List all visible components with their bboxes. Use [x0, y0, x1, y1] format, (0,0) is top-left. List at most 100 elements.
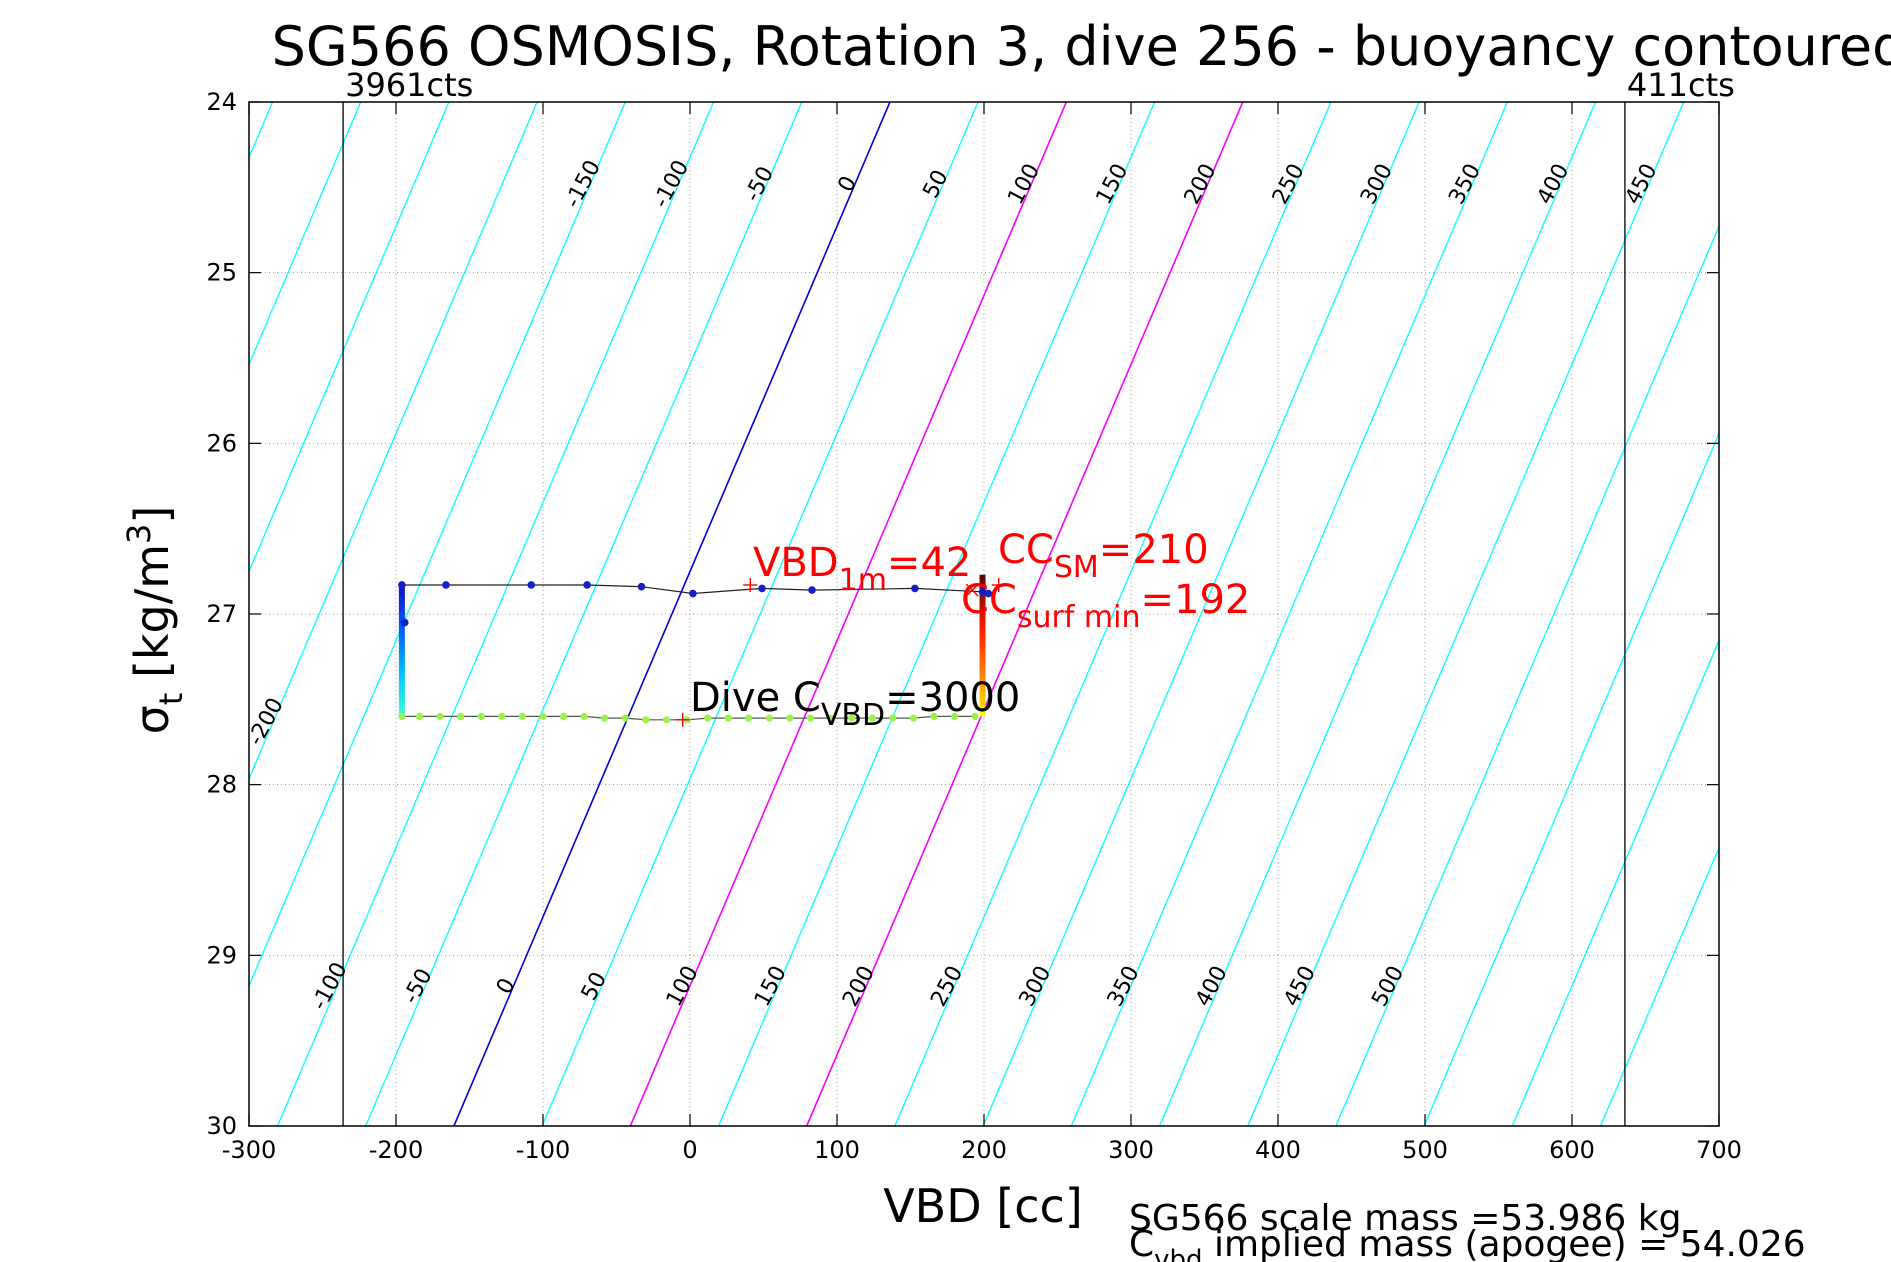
y-tick-label: 29 [206, 941, 237, 969]
x-axis-ticks: -300 -200 -100 0 100 200 300 400 500 600 700 [222, 102, 1742, 1164]
bottom-point [580, 712, 588, 721]
descent-point [637, 582, 646, 591]
bottom-point [436, 712, 444, 721]
y-axis-label-units: [kg/m [125, 544, 179, 693]
x-tick-label: 700 [1696, 1136, 1742, 1164]
bottom-point [786, 714, 794, 722]
bottom-point [498, 712, 506, 721]
dive-cvbd-sub: VBD [821, 698, 885, 733]
left-vertical-segment [398, 584, 405, 717]
descent-point [583, 581, 591, 589]
descent-point [911, 584, 919, 593]
bottom-point [971, 712, 979, 721]
bottom-point [477, 712, 485, 721]
y-axis-label-sub: t [152, 693, 190, 706]
cc-sm-value: =210 [1099, 527, 1209, 573]
bottom-point [930, 712, 938, 721]
bottom-point [724, 714, 732, 722]
x-tick-label: 500 [1402, 1136, 1448, 1164]
descent-point [984, 589, 993, 598]
contour-line [1335, 224, 1719, 1126]
cc-sm-sub: SM [1054, 550, 1099, 585]
contour-line [249, 102, 362, 367]
contour-line [1070, 102, 1508, 1126]
bottom-point [765, 714, 773, 722]
scale-mass-text: SG566 scale mass =53.986 kg [1129, 1198, 1681, 1239]
contour-line [894, 102, 1332, 1126]
dive-cvbd-main: Dive C [690, 675, 821, 721]
implied-mass-main: C [1129, 1224, 1154, 1262]
x-tick-label: -100 [516, 1136, 570, 1164]
x-tick-label: 0 [682, 1136, 697, 1164]
cc-surf-min-sub: surf min [1017, 600, 1141, 635]
contour-line [0, 102, 96, 1126]
buoyancy-contours [0, 102, 1719, 1126]
implied-mass-text: Cvbd implied mass (apogee) = 54.026 [1129, 1224, 1806, 1262]
annotations: VBD1m=42 CCSM=210 CCsurf min=192 Dive CV… [690, 527, 1250, 733]
contour-line [1599, 846, 1719, 1126]
y-axis-label-sup: 3 [120, 524, 158, 544]
y-tick-label: 24 [206, 88, 237, 116]
vbd-1m-sub: 1m [839, 563, 887, 598]
y-axis-label: σt [kg/m3] [120, 506, 190, 735]
chart-title: SG566 OSMOSIS, Rotation 3, dive 256 - bu… [272, 15, 1891, 78]
bottom-point [909, 714, 918, 722]
cc-surf-min-annotation: CCsurf min=192 [961, 577, 1250, 635]
contour-line [1423, 431, 1719, 1126]
bottom-point [415, 712, 424, 721]
vbd-1m-annotation: VBD1m=42 [753, 540, 971, 598]
y-tick-label: 25 [206, 259, 237, 287]
bottom-point [889, 714, 897, 722]
bottom-point [827, 714, 835, 722]
contour-label: -200 [243, 694, 289, 750]
bottom-point [539, 712, 547, 721]
vbd-limit-lines: 3961cts 411cts [342, 66, 1735, 1126]
descent-point [689, 589, 697, 598]
x-tick-label: 300 [1108, 1136, 1154, 1164]
contour-label: -100 [307, 959, 353, 1015]
x-tick-label: -200 [369, 1136, 423, 1164]
contour-line [249, 102, 626, 988]
contour-line-highlight [805, 102, 1244, 1126]
x-tick-label: -300 [222, 1136, 276, 1164]
bottom-point [601, 714, 609, 722]
vbd-1m-value: =42 [887, 540, 971, 586]
x-axis-label: VBD [cc] [883, 1179, 1083, 1233]
contour-line [1511, 638, 1719, 1126]
y-axis-ticks: 24 25 26 27 28 29 30 [206, 88, 1719, 1140]
vbd-limit-label: 411cts [1627, 66, 1735, 104]
contour-line [249, 102, 450, 574]
cc-sm-main: CC [998, 527, 1054, 573]
contour-line-zero [453, 102, 891, 1126]
cc-surf-min-marker [965, 583, 979, 597]
bottom-point [457, 712, 465, 721]
bottom-point [868, 714, 876, 722]
bottom-point [704, 714, 712, 722]
y-tick-label: 26 [206, 429, 237, 457]
dive-cvbd-value: =3000 [885, 675, 1020, 721]
cc-surf-min-main: CC [961, 577, 1017, 623]
bottom-point [518, 712, 527, 721]
bottom-point [642, 716, 650, 724]
contour-line [541, 102, 979, 1126]
x-tick-label: 200 [961, 1136, 1007, 1164]
bottom-point [745, 714, 753, 722]
contour-line [249, 102, 538, 781]
implied-mass-sub: vbd [1154, 1245, 1202, 1262]
bottom-point [951, 712, 959, 721]
descent-point [442, 581, 450, 589]
contour-line [1247, 102, 1685, 1126]
contour-line [1158, 102, 1597, 1126]
contour-label: -150 [560, 156, 606, 212]
cc-surf-min-value: =192 [1141, 577, 1251, 623]
dive-cvbd-annotation: Dive CVBD=3000 [690, 675, 1020, 733]
contour-line [276, 102, 715, 1126]
descent-point [978, 588, 987, 596]
bottom-point [662, 716, 671, 724]
contour-line [717, 102, 1156, 1126]
vbd-1m-main: VBD [753, 540, 839, 586]
contour-line [982, 102, 1420, 1126]
apogee-vertical-segment [979, 574, 986, 717]
dive-trace [398, 574, 1006, 727]
